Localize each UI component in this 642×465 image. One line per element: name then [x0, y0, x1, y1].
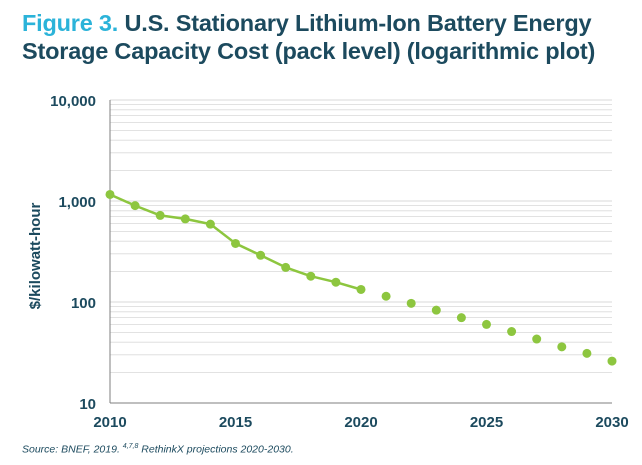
y-tick-label: 1,000 — [58, 194, 96, 211]
data-point — [507, 327, 517, 337]
y-axis-label: $/kilowatt-hour — [27, 203, 44, 310]
y-tick-label: 100 — [71, 295, 96, 312]
data-point — [557, 342, 567, 352]
data-point — [205, 219, 215, 229]
data-point — [105, 189, 115, 199]
data-point — [180, 214, 190, 224]
title-line-2: Storage Capacity Cost (pack level) (loga… — [22, 38, 596, 64]
x-tick-label: 2010 — [93, 414, 126, 431]
tick-labels: 10 100 1,000 10,000 2010 2015 2020 2025 2030 — [50, 93, 629, 431]
grid-lines — [110, 99, 612, 373]
data-point — [306, 271, 316, 281]
source-note: Source: BNEF, 2019. 4,7,8 RethinkX proje… — [22, 443, 294, 456]
data-series — [105, 189, 617, 366]
data-point — [406, 298, 416, 308]
data-point — [155, 210, 165, 220]
data-point — [256, 250, 266, 260]
data-point — [381, 291, 391, 301]
x-tick-label: 2015 — [219, 414, 252, 431]
source-prefix: Source: BNEF, 2019. — [22, 443, 123, 456]
data-point — [231, 238, 240, 248]
y-tick-label: 10 — [79, 396, 96, 413]
source-refs: 4,7,8 — [122, 443, 139, 450]
chart-title: Figure 3. U.S. Stationary Lithium-Ion Ba… — [22, 9, 632, 65]
x-tick-label: 2020 — [344, 414, 377, 431]
x-tick-label: 2025 — [470, 414, 503, 431]
data-point — [582, 348, 592, 358]
data-point — [331, 277, 341, 287]
data-point — [532, 334, 542, 344]
title-line-1: U.S. Stationary Lithium-Ion Battery Ener… — [124, 10, 592, 36]
data-point — [281, 262, 291, 272]
data-point — [431, 305, 441, 315]
axes — [109, 100, 612, 404]
data-point — [607, 356, 617, 366]
figure-label: Figure 3. — [22, 10, 119, 36]
data-point — [130, 201, 140, 211]
source-suffix: RethinkX projections 2020-2030. — [138, 443, 294, 456]
data-point — [482, 319, 491, 329]
data-point — [356, 284, 366, 294]
line-chart: 10 100 1,000 10,000 2010 2015 2020 2025 2030 $/k… — [27, 93, 629, 431]
y-tick-label: 10,000 — [50, 93, 96, 110]
data-point — [456, 313, 466, 323]
x-tick-label: 2030 — [595, 414, 628, 431]
